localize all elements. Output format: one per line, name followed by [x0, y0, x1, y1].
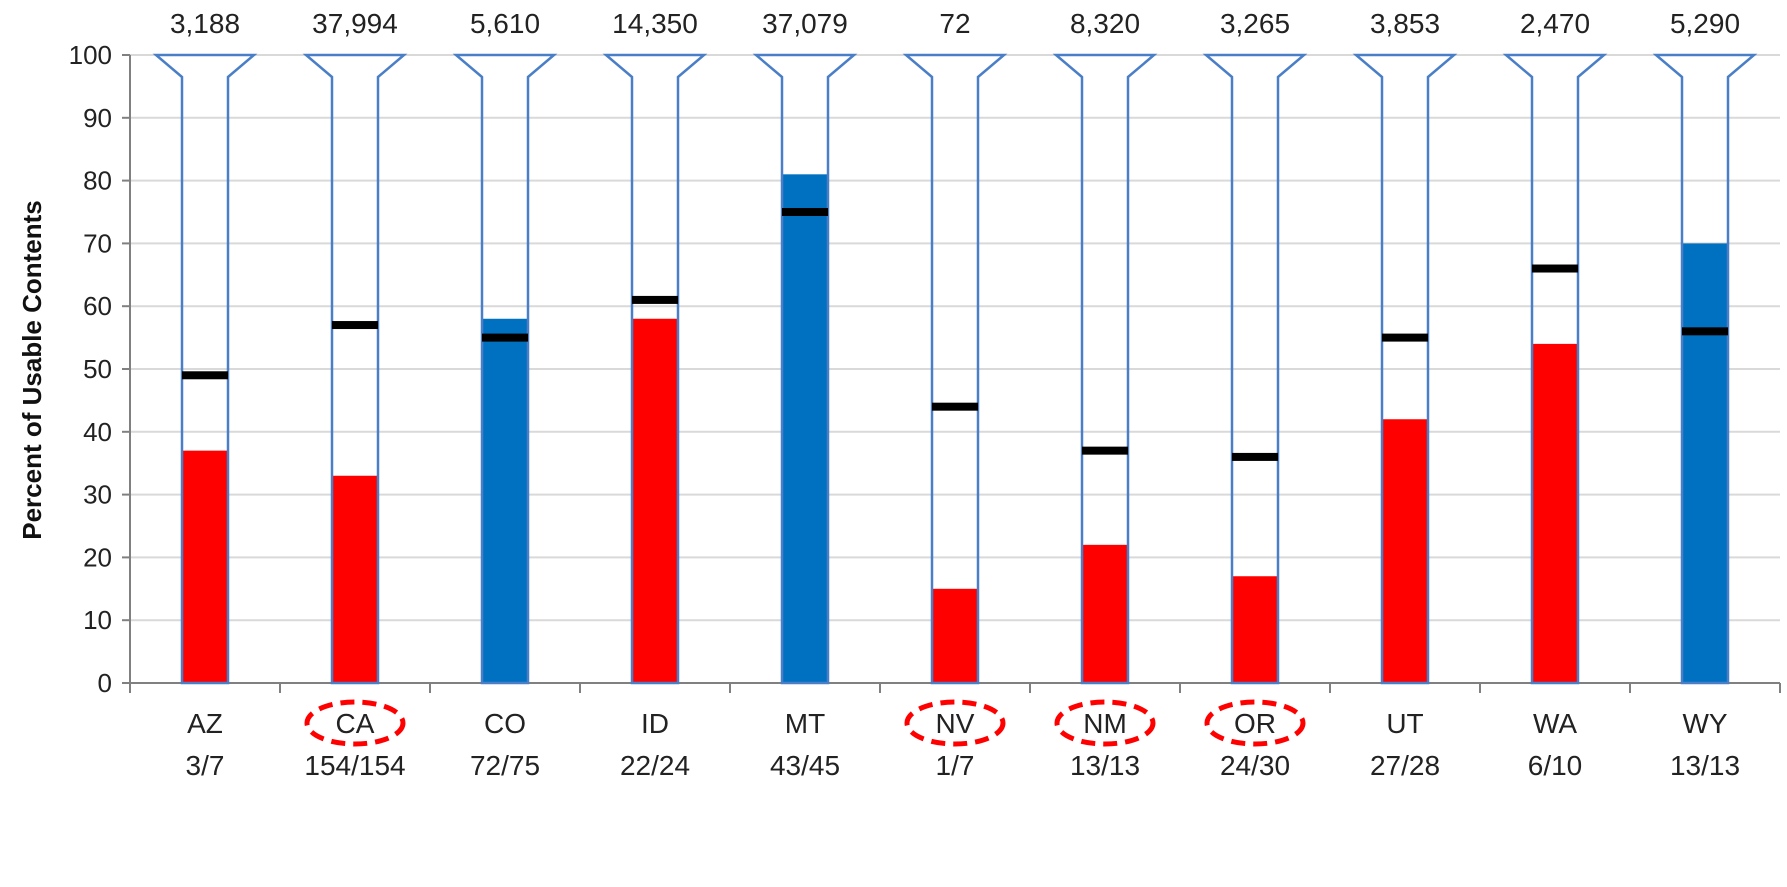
state-label: MT [785, 708, 825, 739]
bar-group-or [1202, 53, 1308, 685]
bars [152, 53, 1758, 685]
bar-nv [932, 588, 978, 683]
count-label: 2,470 [1520, 8, 1590, 39]
y-tick-label: 0 [98, 668, 112, 698]
state-label: CO [484, 708, 526, 739]
state-label: NM [1083, 708, 1127, 739]
tube-outline [1352, 53, 1458, 685]
y-tick-label: 40 [83, 417, 112, 447]
highlight-circle [1204, 699, 1306, 747]
marker-co [482, 333, 528, 342]
marker-wy [1682, 327, 1728, 336]
marker-wa [1532, 264, 1578, 273]
highlight-circle [1054, 699, 1156, 747]
labels: 3,188 AZ 3/7 37,994 CA 154/154 5,610 CO 72/75 14,… [170, 8, 1740, 781]
bar-id [632, 318, 678, 683]
tube-outline [1502, 53, 1608, 685]
count-label: 14,350 [612, 8, 698, 39]
state-label: CA [336, 708, 375, 739]
marker-ca [332, 321, 378, 330]
ratio-label: 72/75 [470, 750, 540, 781]
ratio-label: 154/154 [304, 750, 405, 781]
tube-outline [302, 53, 408, 685]
bar-group-nm [1052, 53, 1158, 685]
bar-wa [1532, 343, 1578, 683]
count-label: 5,610 [470, 8, 540, 39]
highlight-circle [304, 699, 406, 747]
ratio-label: 43/45 [770, 750, 840, 781]
y-tick-label: 30 [83, 480, 112, 510]
bar-co [482, 318, 528, 683]
y-tick-label: 100 [69, 40, 112, 70]
count-label: 8,320 [1070, 8, 1140, 39]
state-label: OR [1234, 708, 1276, 739]
marker-or [1232, 452, 1278, 461]
bar-group-id [602, 53, 708, 685]
count-label: 3,188 [170, 8, 240, 39]
y-tick-label: 80 [83, 166, 112, 196]
highlight-circle [904, 699, 1006, 747]
y-tick-label: 20 [83, 542, 112, 572]
tube-outline [1652, 53, 1758, 685]
bar-group-co [452, 53, 558, 685]
count-label: 5,290 [1670, 8, 1740, 39]
state-label: AZ [187, 708, 223, 739]
count-label: 3,853 [1370, 8, 1440, 39]
bar-ut [1382, 419, 1428, 683]
y-tick-label: 70 [83, 228, 112, 258]
tube-outline [752, 53, 858, 685]
bar-nm [1082, 544, 1128, 683]
marker-nm [1082, 446, 1128, 455]
bar-group-ca [302, 53, 408, 685]
bar-group-mt [752, 53, 858, 685]
tube-outline [1202, 53, 1308, 685]
marker-nv [932, 402, 978, 411]
ratio-label: 27/28 [1370, 750, 1440, 781]
bar-wy [1682, 243, 1728, 683]
bar-group-wy [1652, 53, 1758, 685]
y-tick-label: 50 [83, 354, 112, 384]
ratio-label: 13/13 [1670, 750, 1740, 781]
state-label: UT [1386, 708, 1423, 739]
bar-group-ut [1352, 53, 1458, 685]
tube-outline [152, 53, 258, 685]
bar-az [182, 450, 228, 683]
marker-mt [782, 208, 828, 216]
ratio-label: 22/24 [620, 750, 690, 781]
bar-group-wa [1502, 53, 1608, 685]
y-axis-label: Percent of Usable Contents [17, 200, 47, 540]
state-label: NV [936, 708, 975, 739]
marker-ut [1382, 333, 1428, 342]
ratio-label: 3/7 [186, 750, 225, 781]
bar-mt [782, 174, 828, 683]
bar-group-nv [902, 53, 1008, 685]
axes: 0 10 20 30 40 50 60 70 80 90 100 [69, 40, 1781, 698]
tube-outline [602, 53, 708, 685]
marker-az [182, 371, 228, 380]
state-label: WA [1533, 708, 1577, 739]
tube-outline [452, 53, 558, 685]
count-label: 3,265 [1220, 8, 1290, 39]
tube-outline [1052, 53, 1158, 685]
count-label: 37,079 [762, 8, 848, 39]
ratio-label: 24/30 [1220, 750, 1290, 781]
ratio-label: 1/7 [936, 750, 975, 781]
count-label: 72 [939, 8, 970, 39]
marker-id [632, 295, 678, 304]
bar-or [1232, 576, 1278, 683]
tube-outline [902, 53, 1008, 685]
y-tick-label: 60 [83, 291, 112, 321]
y-tick-label: 90 [83, 103, 112, 133]
y-tick-label: 10 [83, 605, 112, 635]
ratio-label: 13/13 [1070, 750, 1140, 781]
bar-ca [332, 475, 378, 683]
state-label: WY [1682, 708, 1727, 739]
ratio-label: 6/10 [1528, 750, 1583, 781]
state-label: ID [641, 708, 669, 739]
count-label: 37,994 [312, 8, 398, 39]
bar-group-az [152, 53, 258, 685]
